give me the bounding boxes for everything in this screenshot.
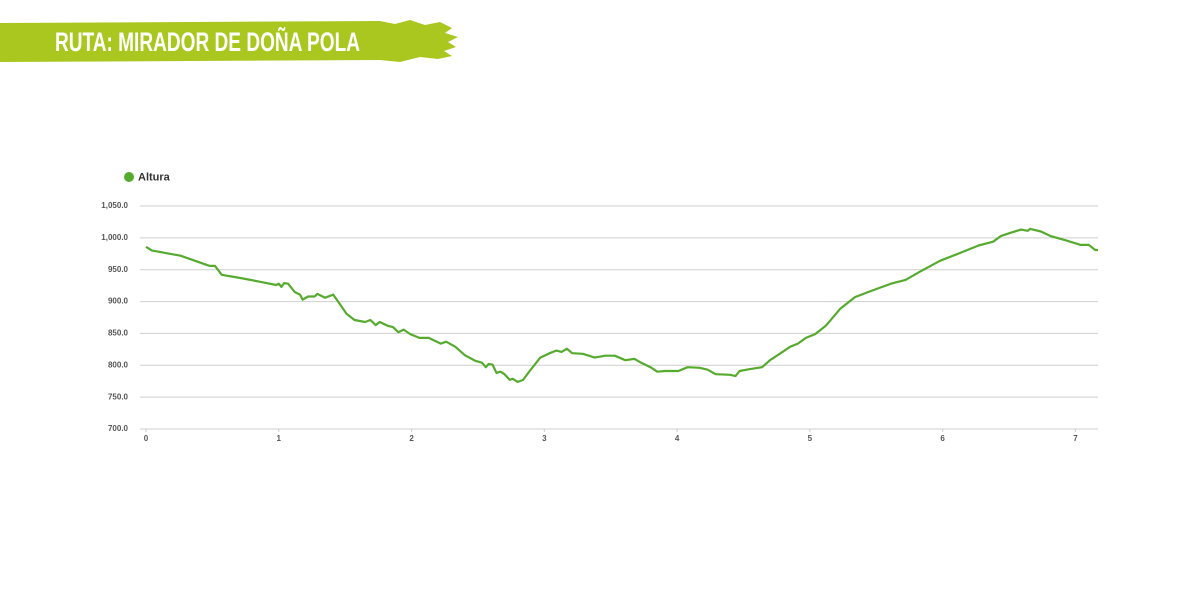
x-tick-label: 4: [675, 434, 680, 443]
y-tick-label: 750.0: [108, 392, 129, 401]
legend-label: Altura: [138, 171, 171, 183]
y-tick-label: 700.0: [108, 424, 129, 433]
y-tick-label: 1,050.0: [101, 201, 128, 210]
x-tick-label: 7: [1073, 434, 1078, 443]
x-tick-label: 6: [940, 434, 945, 443]
x-tick-label: 2: [409, 434, 414, 443]
data-line: [145, 227, 1098, 383]
legend-swatch: [124, 172, 134, 182]
y-tick-label: 950.0: [108, 265, 129, 274]
y-tick-label: 800.0: [108, 360, 129, 369]
x-tick-label: 0: [144, 434, 149, 443]
x-tick-label: 5: [808, 434, 813, 443]
page-title: RUTA: MIRADOR DE DOÑA POLA: [55, 26, 360, 57]
x-tick-label: 1: [277, 434, 282, 443]
x-tick-label: 3: [542, 434, 547, 443]
y-tick-label: 900.0: [108, 297, 129, 306]
title-banner: [0, 20, 458, 62]
y-tick-label: 1,000.0: [101, 233, 128, 242]
y-tick-label: 850.0: [108, 329, 129, 338]
